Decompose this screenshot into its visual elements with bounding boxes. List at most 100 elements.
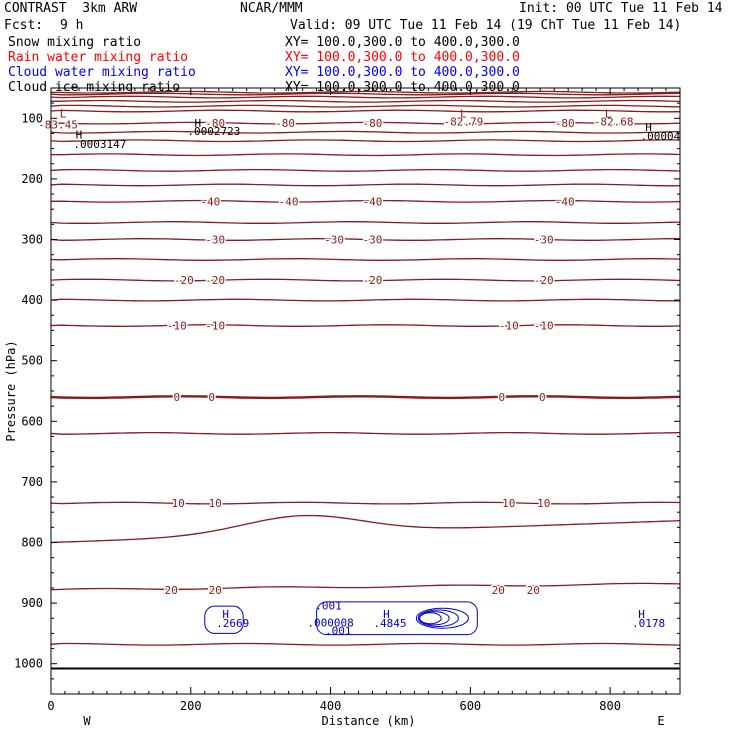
isotherm-line — [50, 238, 680, 241]
cloud-water-contour — [419, 612, 442, 625]
x-tick-label: 600 — [459, 699, 481, 713]
contour-label: 20 — [492, 584, 505, 597]
contour-label: 0 — [173, 391, 180, 404]
contour-label: -10 — [167, 320, 187, 333]
contour-label: -40 — [363, 195, 383, 208]
extremum-label: H — [222, 608, 229, 621]
field-name-rain: Rain water mixing ratio — [8, 50, 189, 65]
plot-frame — [50, 87, 681, 695]
contour-label: -20 — [534, 274, 554, 287]
isotherm-line — [50, 258, 681, 261]
isotherm-line — [50, 92, 681, 96]
isotherm-line — [50, 514, 681, 544]
extremum-label: .2669 — [216, 617, 249, 630]
contour-label: 20 — [209, 584, 222, 597]
y-tick-label: 1000 — [14, 657, 43, 671]
y-tick-label: 700 — [21, 475, 43, 489]
extremum-label: .00004 — [641, 130, 681, 143]
extremum-label: H — [638, 608, 645, 621]
isotherm-line — [50, 642, 681, 646]
contour-label: 10 — [172, 497, 185, 510]
contour-label: -30 — [205, 234, 225, 247]
east-label: E — [657, 714, 664, 728]
extremum-label: H — [645, 121, 652, 134]
extremum-label: L — [460, 107, 467, 120]
y-tick-label: 200 — [21, 172, 43, 186]
isotherm-line — [50, 153, 681, 157]
x-tick-label: 200 — [180, 699, 202, 713]
y-tick-label: 800 — [21, 536, 43, 550]
isotherm-line — [50, 99, 681, 103]
x-tick-label: 800 — [599, 699, 621, 713]
contour-label: -10 — [205, 320, 225, 333]
isotherm-line — [50, 221, 681, 224]
extremum-label: H — [194, 117, 201, 130]
contour-label: -40 — [200, 195, 220, 208]
field-xy-rain: XY= 100.0,300.0 to 400.0,300.0 — [285, 50, 520, 65]
contour-label: -20 — [174, 274, 194, 287]
extremum-label: .001 — [325, 624, 352, 637]
cloud-water-contour — [417, 609, 459, 627]
extremum-label: .4845 — [373, 617, 406, 630]
forecast-hour: 9 h — [60, 18, 84, 33]
isotherm-line — [50, 168, 681, 172]
cloud-water-contour — [316, 601, 478, 636]
y-tick-label: 100 — [21, 111, 43, 125]
contour-label: -30 — [363, 234, 383, 247]
extremum-label: L — [60, 107, 67, 120]
extremum-label: .001 — [315, 600, 342, 613]
contour-label: -40 — [555, 195, 575, 208]
extremum-label: .000008 — [307, 616, 353, 629]
contour-label: -83.45 — [38, 118, 78, 131]
contour-label: -20 — [205, 274, 225, 287]
x-axis-label: Distance (km) — [322, 714, 416, 728]
contour-label: 0 — [539, 391, 546, 404]
contour-label: -30 — [534, 234, 554, 247]
extremum-label: .0003147 — [73, 138, 126, 151]
isotherm-line — [50, 95, 681, 99]
contour-label: -80 — [555, 117, 575, 130]
y-axis-label: Pressure (hPa) — [4, 340, 18, 441]
contour-label: -40 — [279, 195, 299, 208]
contour-label: 20 — [527, 584, 540, 597]
contour-label: -82.79 — [443, 115, 483, 128]
extremum-label: .0002723 — [187, 125, 240, 138]
contour-label: 0 — [498, 391, 505, 404]
isotherm-line — [50, 121, 681, 125]
isotherm-line — [50, 278, 681, 282]
y-tick-label: 400 — [21, 293, 43, 307]
chart-title: CONTRAST 3km ARW — [4, 1, 138, 16]
extremum-label: H — [76, 129, 83, 142]
field-xy-snow: XY= 100.0,300.0 to 400.0,300.0 — [285, 35, 520, 50]
isotherm-line — [50, 395, 681, 400]
valid-time: Valid: 09 UTC Tue 11 Feb 14 (19 ChT Tue … — [290, 18, 682, 33]
isotherm-line — [50, 90, 681, 94]
isotherm-line — [50, 324, 681, 327]
isotherm-line — [50, 183, 681, 187]
contour-label: -10 — [499, 320, 519, 333]
extremum-label: H — [383, 608, 390, 621]
contour-label: -80 — [363, 117, 383, 130]
y-tick-label: 600 — [21, 414, 43, 428]
extremum-label: .0178 — [632, 617, 665, 630]
x-tick-label: 0 — [47, 699, 54, 713]
y-tick-label: 300 — [21, 233, 43, 247]
init-time: Init: 00 UTC Tue 11 Feb 14 — [519, 1, 723, 16]
contour-label: -20 — [363, 274, 383, 287]
isotherm-line — [50, 298, 681, 302]
isotherm-line — [50, 130, 681, 134]
isotherm-line — [50, 582, 681, 591]
cloud-water-contour — [415, 607, 469, 629]
isotherm-line — [50, 139, 681, 143]
forecast-label: Fcst: — [4, 18, 44, 33]
contour-label: 10 — [537, 497, 550, 510]
field-name-cloud-water: Cloud water mixing ratio — [8, 65, 196, 80]
y-tick-label: 500 — [21, 354, 43, 368]
contour-label: -80 — [205, 117, 225, 130]
isotherm-line — [50, 109, 681, 113]
west-label: W — [83, 714, 91, 728]
extremum-label: L — [605, 107, 612, 120]
isotherm-line — [50, 501, 681, 505]
isotherm-line — [50, 199, 681, 203]
